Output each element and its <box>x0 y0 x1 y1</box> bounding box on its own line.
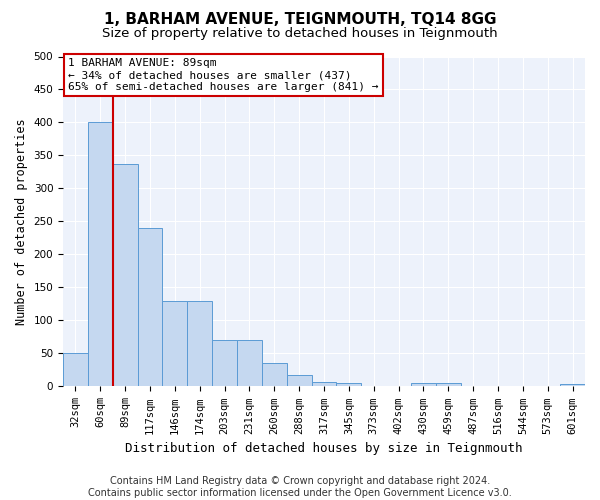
Text: 1, BARHAM AVENUE, TEIGNMOUTH, TQ14 8GG: 1, BARHAM AVENUE, TEIGNMOUTH, TQ14 8GG <box>104 12 496 28</box>
Text: Contains HM Land Registry data © Crown copyright and database right 2024.
Contai: Contains HM Land Registry data © Crown c… <box>88 476 512 498</box>
Bar <box>287 375 311 386</box>
Text: 1 BARHAM AVENUE: 89sqm
← 34% of detached houses are smaller (437)
65% of semi-de: 1 BARHAM AVENUE: 89sqm ← 34% of detached… <box>68 58 379 92</box>
Bar <box>88 122 113 386</box>
Bar <box>311 382 337 386</box>
Bar <box>163 300 187 386</box>
Bar <box>337 383 361 386</box>
Y-axis label: Number of detached properties: Number of detached properties <box>15 118 28 325</box>
Bar <box>63 354 88 386</box>
Bar <box>262 364 287 386</box>
Bar <box>411 383 436 386</box>
Bar <box>187 300 212 386</box>
Bar <box>436 383 461 386</box>
Bar <box>560 384 585 386</box>
Bar <box>237 340 262 386</box>
Bar <box>137 228 163 386</box>
Text: Size of property relative to detached houses in Teignmouth: Size of property relative to detached ho… <box>102 28 498 40</box>
Bar <box>212 340 237 386</box>
Bar <box>113 164 137 386</box>
X-axis label: Distribution of detached houses by size in Teignmouth: Distribution of detached houses by size … <box>125 442 523 455</box>
